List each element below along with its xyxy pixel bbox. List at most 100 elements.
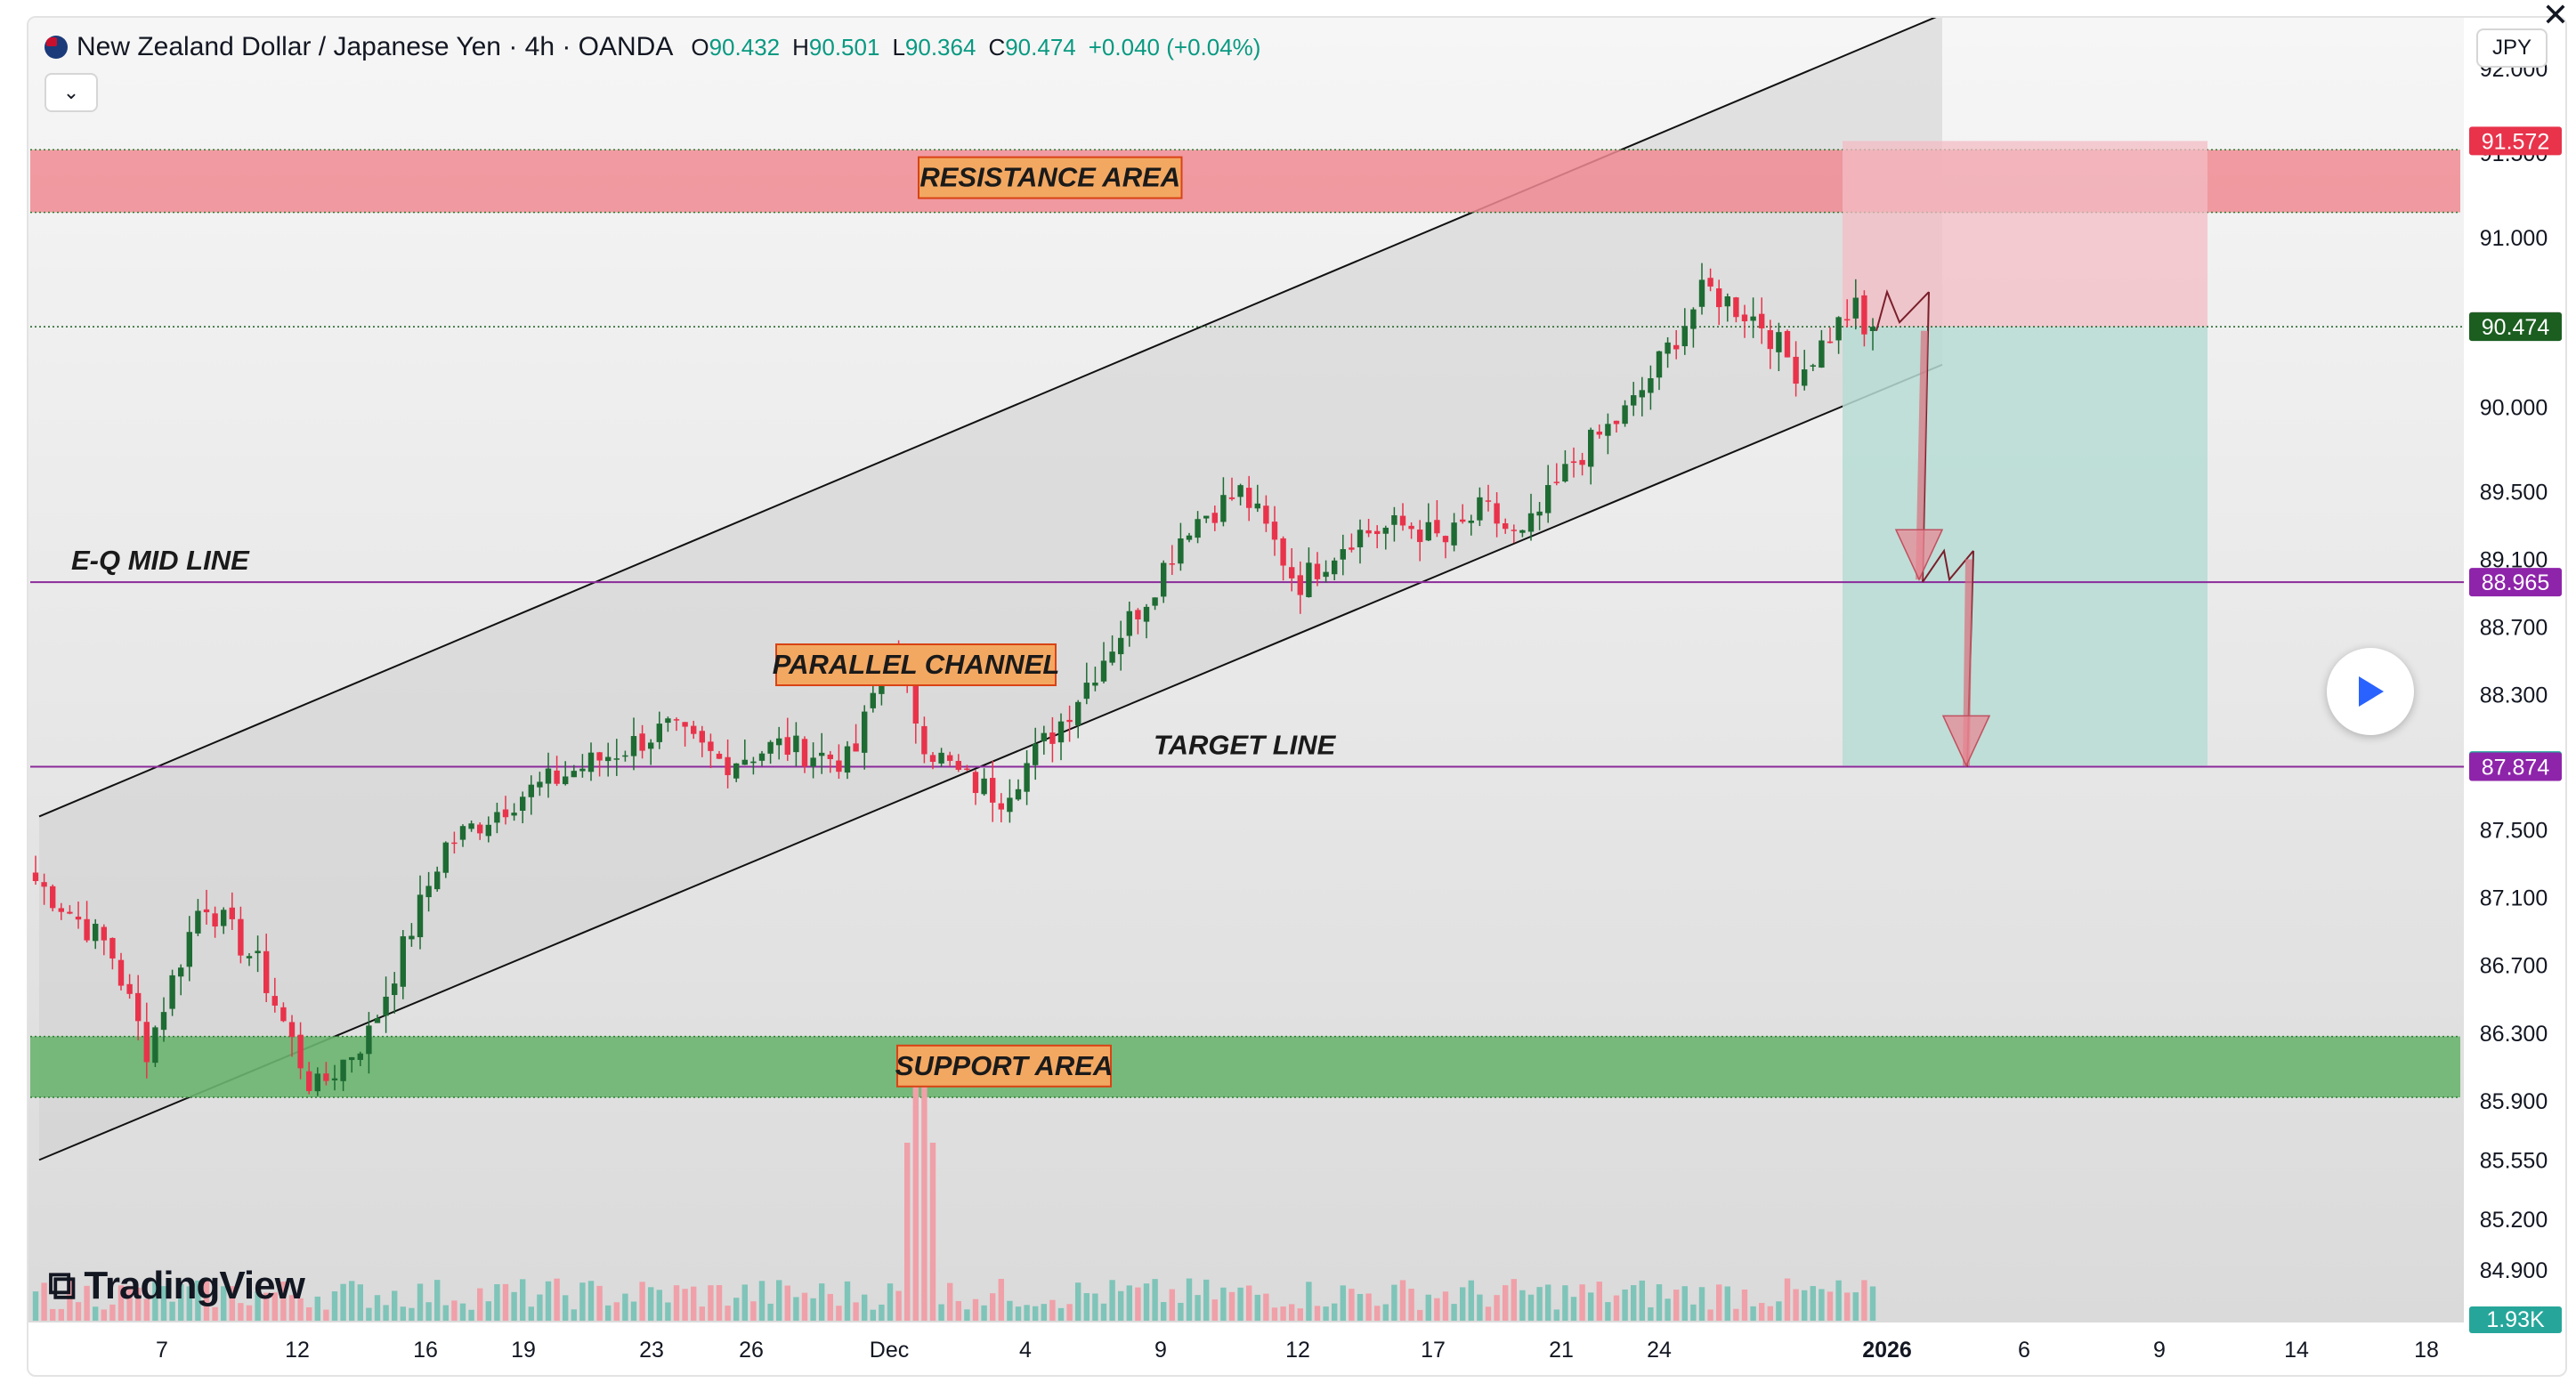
price-label-text: 90.474: [2482, 315, 2550, 340]
candle-body: [1579, 459, 1585, 465]
volume-bar: [1468, 1280, 1474, 1321]
volume-bar: [691, 1286, 697, 1321]
candle-body: [1289, 567, 1295, 578]
candle-body: [1545, 485, 1551, 514]
volume-bar: [929, 1143, 936, 1321]
volume-bar: [374, 1295, 381, 1321]
volume-bar: [1271, 1307, 1278, 1321]
replay-play-button[interactable]: [2327, 648, 2414, 735]
price-label-tag: [2469, 312, 2562, 342]
collapse-legend-button[interactable]: ⌄: [45, 73, 98, 112]
candle-body: [1314, 563, 1321, 579]
volume-bar: [1698, 1287, 1705, 1321]
candle-body: [793, 735, 799, 753]
volume-bar: [1536, 1287, 1543, 1321]
candle-body: [1408, 525, 1414, 530]
volume-bar: [844, 1281, 851, 1321]
candle-body: [400, 936, 406, 987]
candle-body: [1442, 536, 1449, 543]
volume-bar: [1092, 1293, 1098, 1321]
candle-body: [682, 722, 688, 727]
close-icon[interactable]: ✕: [2541, 0, 2569, 33]
time-tick-label: 23: [639, 1338, 664, 1363]
volume-bar: [109, 1304, 116, 1321]
volume-bar: [1844, 1292, 1851, 1321]
eq-mid-line-label: E-Q MID LINE: [71, 545, 250, 576]
candle-body: [58, 908, 64, 912]
volume-bar: [1835, 1280, 1842, 1321]
projection-zigzag: [1922, 548, 1974, 583]
volume-bar: [271, 1292, 278, 1321]
candle-body: [1698, 279, 1705, 307]
candle-body: [1049, 732, 1056, 744]
candle-body: [160, 1012, 167, 1031]
volume-bar: [1365, 1293, 1372, 1321]
candle-body: [921, 725, 928, 755]
candle-body: [1759, 313, 1765, 328]
volume-bar: [1460, 1287, 1466, 1321]
volume-bar: [1442, 1291, 1449, 1321]
volume-bar: [1306, 1282, 1312, 1321]
candle-body: [511, 813, 517, 816]
volume-bar: [477, 1288, 483, 1321]
volume-bar: [990, 1293, 996, 1321]
volume-bar: [1511, 1279, 1517, 1321]
price-tick-label: 84.900: [2480, 1258, 2548, 1283]
candle-body: [366, 1025, 372, 1055]
volume-bar: [1434, 1298, 1440, 1321]
candle-body: [1100, 660, 1107, 682]
volume-bar: [1767, 1306, 1773, 1321]
volume-bar: [1161, 1302, 1167, 1321]
candle-body: [67, 911, 73, 914]
down-arrow-1-head: [1894, 529, 1944, 582]
time-tick-label: 6: [2018, 1338, 2030, 1363]
candle-body: [520, 797, 526, 811]
volume-bar: [921, 1063, 928, 1321]
time-tick-label: 24: [1647, 1338, 1672, 1363]
stop-loss-zone: [1843, 141, 2207, 328]
candle-body: [1033, 743, 1039, 765]
volume-bar: [93, 1306, 99, 1321]
volume-bar: [716, 1285, 723, 1321]
volume-bar: [1733, 1308, 1739, 1321]
candlestick-chart[interactable]: RESISTANCE AREA PARALLEL CHANNEL SUPPORT A…: [28, 18, 2565, 1375]
price-tick-label: 89.500: [2480, 480, 2548, 505]
candle-body: [195, 910, 201, 934]
candle-body: [1802, 369, 1808, 386]
candle-body: [1220, 495, 1227, 522]
volume-bar: [212, 1306, 218, 1321]
candle-body: [1425, 522, 1431, 541]
price-change: +0.040 (+0.04%): [1088, 33, 1261, 61]
candle-body: [417, 894, 424, 938]
tradingview-logo[interactable]: ⧉ TradingView: [48, 1264, 305, 1307]
candle-body: [1118, 637, 1124, 655]
candle-body: [990, 778, 996, 803]
candle-body: [1596, 431, 1602, 435]
volume-bar: [314, 1296, 320, 1321]
volume-bar: [1237, 1287, 1243, 1321]
candle-body: [1007, 797, 1013, 813]
volume-bar: [442, 1305, 449, 1321]
parallel-channel-label-text: PARALLEL CHANNEL: [773, 649, 1060, 680]
volume-bar: [947, 1282, 953, 1321]
time-tick-label: 14: [2284, 1338, 2309, 1363]
symbol-title[interactable]: New Zealand Dollar / Japanese Yen · 4h ·…: [77, 32, 674, 61]
candle-body: [1280, 538, 1286, 566]
volume-bar: [1015, 1306, 1022, 1321]
candle-body: [502, 809, 509, 818]
candle-body: [169, 975, 175, 1009]
time-tick-label: 9: [1154, 1338, 1167, 1363]
candle-body: [1827, 341, 1834, 344]
volume-bar: [776, 1280, 782, 1321]
candle-body: [665, 718, 671, 724]
volume-bar: [1776, 1301, 1782, 1321]
volume-bar: [1707, 1309, 1713, 1321]
candle-body: [459, 826, 466, 840]
volume-bar: [1195, 1295, 1201, 1321]
candle-body: [819, 752, 825, 756]
volume-bar: [699, 1306, 705, 1321]
candle-body: [203, 909, 210, 913]
currency-button[interactable]: JPY: [2475, 28, 2548, 68]
volume-bar: [665, 1302, 671, 1321]
volume-bar: [1673, 1290, 1680, 1321]
